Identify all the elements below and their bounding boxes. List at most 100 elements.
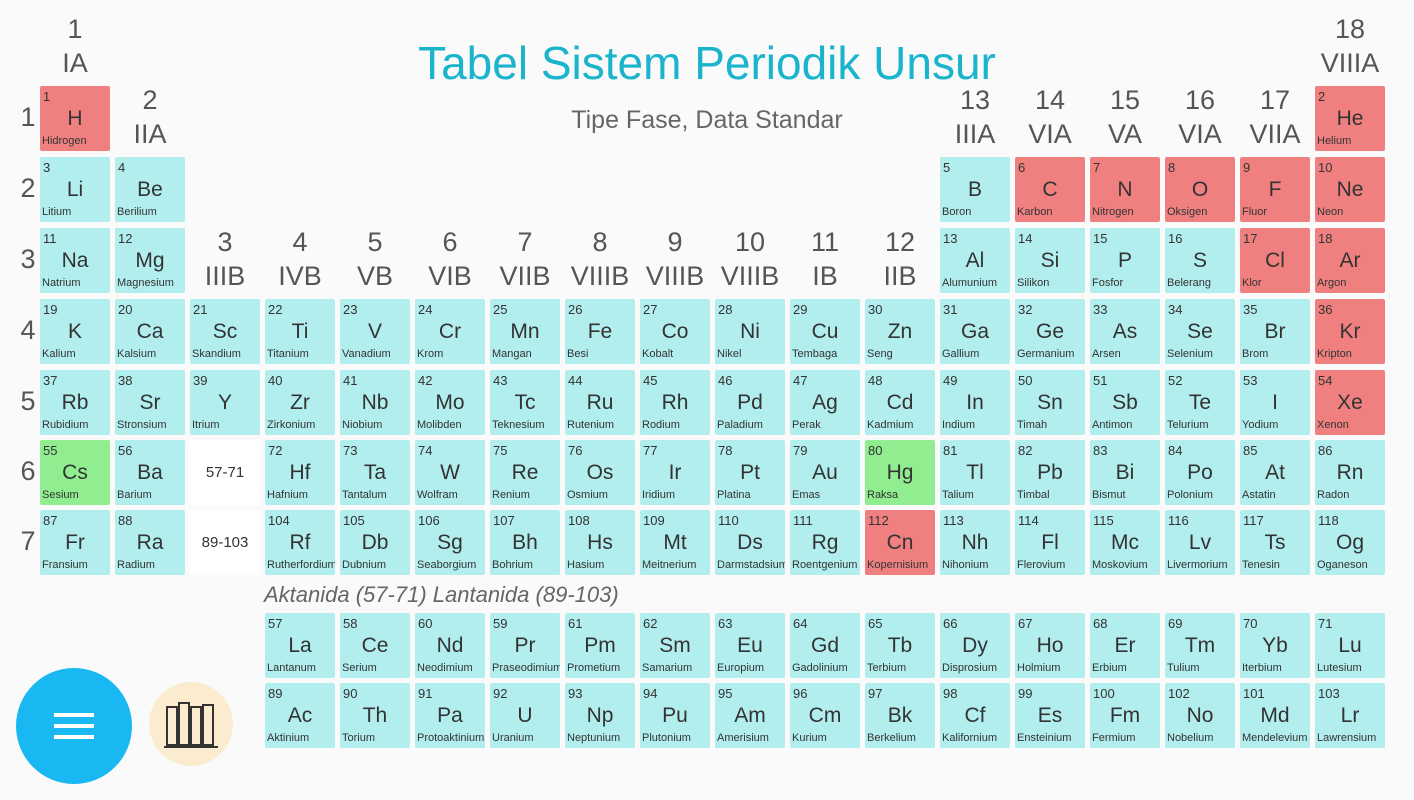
element-cell[interactable]: 58 Ce Serium xyxy=(340,613,410,678)
element-cell[interactable]: 79 Au Emas xyxy=(790,440,860,505)
element-cell[interactable]: 107 Bh Bohrium xyxy=(490,510,560,575)
element-cell[interactable]: 15 P Fosfor xyxy=(1090,228,1160,293)
element-cell[interactable]: 54 Xe Xenon xyxy=(1315,370,1385,435)
element-cell[interactable]: 75 Re Renium xyxy=(490,440,560,505)
element-cell[interactable]: 43 Tc Teknesium xyxy=(490,370,560,435)
element-cell[interactable]: 110 Ds Darmstadsium xyxy=(715,510,785,575)
element-cell[interactable]: 21 Sc Skandium xyxy=(190,299,260,364)
menu-button[interactable] xyxy=(16,668,134,786)
element-cell[interactable]: 77 Ir Iridium xyxy=(640,440,710,505)
element-cell[interactable]: 97 Bk Berkelium xyxy=(865,683,935,748)
element-cell[interactable]: 106 Sg Seaborgium xyxy=(415,510,485,575)
element-cell[interactable]: 29 Cu Tembaga xyxy=(790,299,860,364)
series-placeholder[interactable]: 89-103 xyxy=(190,510,260,575)
element-cell[interactable]: 71 Lu Lutesium xyxy=(1315,613,1385,678)
element-cell[interactable]: 20 Ca Kalsium xyxy=(115,299,185,364)
element-cell[interactable]: 55 Cs Sesium xyxy=(40,440,110,505)
element-cell[interactable]: 84 Po Polonium xyxy=(1165,440,1235,505)
element-cell[interactable]: 27 Co Kobalt xyxy=(640,299,710,364)
element-cell[interactable]: 46 Pd Paladium xyxy=(715,370,785,435)
element-cell[interactable]: 73 Ta Tantalum xyxy=(340,440,410,505)
element-cell[interactable]: 50 Sn Timah xyxy=(1015,370,1085,435)
element-cell[interactable]: 111 Rg Roentgenium xyxy=(790,510,860,575)
element-cell[interactable]: 4 Be Berilium xyxy=(115,157,185,222)
element-cell[interactable]: 109 Mt Meitnerium xyxy=(640,510,710,575)
element-cell[interactable]: 91 Pa Protoaktinium xyxy=(415,683,485,748)
element-cell[interactable]: 36 Kr Kripton xyxy=(1315,299,1385,364)
element-cell[interactable]: 38 Sr Stronsium xyxy=(115,370,185,435)
element-cell[interactable]: 48 Cd Kadmium xyxy=(865,370,935,435)
element-cell[interactable]: 7 N Nitrogen xyxy=(1090,157,1160,222)
element-cell[interactable]: 2 He Helium xyxy=(1315,86,1385,151)
element-cell[interactable]: 22 Ti Titanium xyxy=(265,299,335,364)
element-cell[interactable]: 88 Ra Radium xyxy=(115,510,185,575)
element-cell[interactable]: 3 Li Litium xyxy=(40,157,110,222)
element-cell[interactable]: 72 Hf Hafnium xyxy=(265,440,335,505)
element-cell[interactable]: 11 Na Natrium xyxy=(40,228,110,293)
element-cell[interactable]: 92 U Uranium xyxy=(490,683,560,748)
element-cell[interactable]: 76 Os Osmium xyxy=(565,440,635,505)
element-cell[interactable]: 102 No Nobelium xyxy=(1165,683,1235,748)
element-cell[interactable]: 47 Ag Perak xyxy=(790,370,860,435)
element-cell[interactable]: 49 In Indium xyxy=(940,370,1010,435)
element-cell[interactable]: 80 Hg Raksa xyxy=(865,440,935,505)
element-cell[interactable]: 40 Zr Zirkonium xyxy=(265,370,335,435)
element-cell[interactable]: 33 As Arsen xyxy=(1090,299,1160,364)
element-cell[interactable]: 115 Mc Moskovium xyxy=(1090,510,1160,575)
element-cell[interactable]: 19 K Kalium xyxy=(40,299,110,364)
element-cell[interactable]: 6 C Karbon xyxy=(1015,157,1085,222)
element-cell[interactable]: 99 Es Ensteinium xyxy=(1015,683,1085,748)
element-cell[interactable]: 16 S Belerang xyxy=(1165,228,1235,293)
element-cell[interactable]: 83 Bi Bismut xyxy=(1090,440,1160,505)
element-cell[interactable]: 17 Cl Klor xyxy=(1240,228,1310,293)
element-cell[interactable]: 57 La Lantanum xyxy=(265,613,335,678)
element-cell[interactable]: 28 Ni Nikel xyxy=(715,299,785,364)
element-cell[interactable]: 65 Tb Terbium xyxy=(865,613,935,678)
element-cell[interactable]: 66 Dy Disprosium xyxy=(940,613,1010,678)
element-cell[interactable]: 25 Mn Mangan xyxy=(490,299,560,364)
element-cell[interactable]: 100 Fm Fermium xyxy=(1090,683,1160,748)
element-cell[interactable]: 61 Pm Prometium xyxy=(565,613,635,678)
library-button[interactable] xyxy=(148,681,234,767)
element-cell[interactable]: 90 Th Torium xyxy=(340,683,410,748)
element-cell[interactable]: 59 Pr Praseodimium xyxy=(490,613,560,678)
series-placeholder[interactable]: 57-71 xyxy=(190,440,260,505)
element-cell[interactable]: 68 Er Erbium xyxy=(1090,613,1160,678)
element-cell[interactable]: 8 O Oksigen xyxy=(1165,157,1235,222)
element-cell[interactable]: 14 Si Silikon xyxy=(1015,228,1085,293)
element-cell[interactable]: 9 F Fluor xyxy=(1240,157,1310,222)
element-cell[interactable]: 89 Ac Aktinium xyxy=(265,683,335,748)
element-cell[interactable]: 39 Y Itrium xyxy=(190,370,260,435)
element-cell[interactable]: 96 Cm Kurium xyxy=(790,683,860,748)
element-cell[interactable]: 81 Tl Talium xyxy=(940,440,1010,505)
element-cell[interactable]: 86 Rn Radon xyxy=(1315,440,1385,505)
element-cell[interactable]: 12 Mg Magnesium xyxy=(115,228,185,293)
element-cell[interactable]: 101 Md Mendelevium xyxy=(1240,683,1310,748)
element-cell[interactable]: 35 Br Brom xyxy=(1240,299,1310,364)
element-cell[interactable]: 85 At Astatin xyxy=(1240,440,1310,505)
element-cell[interactable]: 82 Pb Timbal xyxy=(1015,440,1085,505)
element-cell[interactable]: 52 Te Telurium xyxy=(1165,370,1235,435)
element-cell[interactable]: 42 Mo Molibden xyxy=(415,370,485,435)
element-cell[interactable]: 32 Ge Germanium xyxy=(1015,299,1085,364)
element-cell[interactable]: 62 Sm Samarium xyxy=(640,613,710,678)
element-cell[interactable]: 118 Og Oganeson xyxy=(1315,510,1385,575)
element-cell[interactable]: 87 Fr Fransium xyxy=(40,510,110,575)
element-cell[interactable]: 41 Nb Niobium xyxy=(340,370,410,435)
element-cell[interactable]: 103 Lr Lawrensium xyxy=(1315,683,1385,748)
element-cell[interactable]: 104 Rf Rutherfordium xyxy=(265,510,335,575)
element-cell[interactable]: 117 Ts Tenesin xyxy=(1240,510,1310,575)
element-cell[interactable]: 108 Hs Hasium xyxy=(565,510,635,575)
element-cell[interactable]: 56 Ba Barium xyxy=(115,440,185,505)
element-cell[interactable]: 1 H Hidrogen xyxy=(40,86,110,151)
element-cell[interactable]: 112 Cn Kopernisium xyxy=(865,510,935,575)
element-cell[interactable]: 34 Se Selenium xyxy=(1165,299,1235,364)
element-cell[interactable]: 23 V Vanadium xyxy=(340,299,410,364)
element-cell[interactable]: 31 Ga Gallium xyxy=(940,299,1010,364)
element-cell[interactable]: 13 Al Alumunium xyxy=(940,228,1010,293)
element-cell[interactable]: 95 Am Amerisium xyxy=(715,683,785,748)
element-cell[interactable]: 69 Tm Tulium xyxy=(1165,613,1235,678)
element-cell[interactable]: 30 Zn Seng xyxy=(865,299,935,364)
element-cell[interactable]: 67 Ho Holmium xyxy=(1015,613,1085,678)
element-cell[interactable]: 74 W Wolfram xyxy=(415,440,485,505)
